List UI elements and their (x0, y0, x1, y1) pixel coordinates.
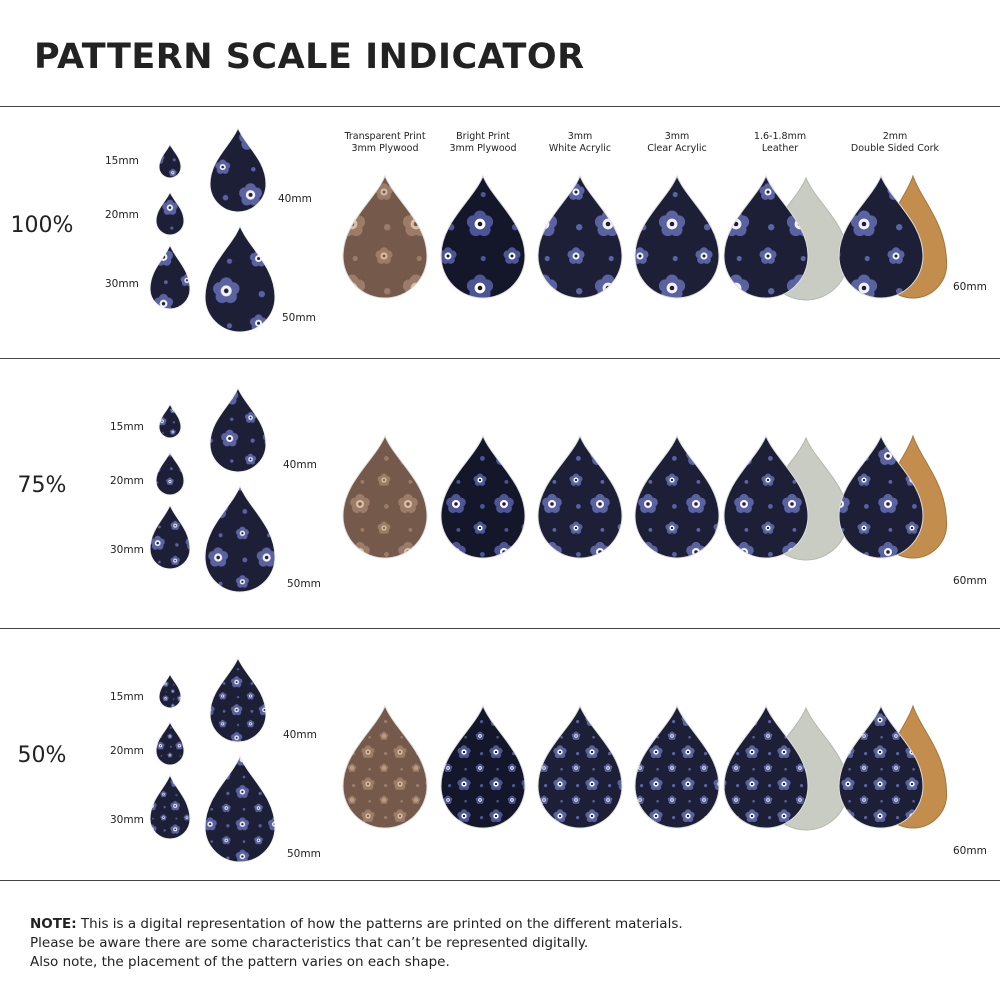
material-shape (537, 704, 623, 829)
sample-shape (149, 773, 191, 840)
material-shape (440, 434, 526, 559)
material-shape (723, 434, 809, 559)
material-shape (440, 704, 526, 829)
material-label: Bright Print (456, 131, 510, 142)
material-shape (537, 174, 623, 299)
material-shape (342, 174, 428, 299)
page-title: PATTERN SCALE INDICATOR (34, 37, 585, 77)
size-label: 30mm (110, 544, 144, 556)
material-label: 3mm (665, 131, 690, 142)
material-shape (723, 704, 809, 829)
material-shape (440, 174, 526, 299)
note-lead: NOTE: (30, 916, 77, 932)
note-line: NOTE: This is a digital representation o… (30, 916, 683, 932)
sample-shape (204, 484, 276, 593)
size-label: 40mm (283, 459, 317, 471)
material-label: White Acrylic (549, 143, 611, 154)
material-shape (838, 434, 924, 559)
material-shape (342, 434, 428, 559)
sample-shape (158, 672, 182, 709)
sample-shape (204, 224, 276, 333)
material-label: 2mm (883, 131, 908, 142)
material-label: Clear Acrylic (647, 143, 706, 154)
size-label: 40mm (278, 193, 312, 205)
material-shape (634, 434, 720, 559)
sample-shape (155, 190, 185, 236)
note-line: Also note, the placement of the pattern … (30, 954, 450, 970)
material-label: 3mm Plywood (450, 143, 517, 154)
scale-label: 50% (18, 743, 67, 768)
size-label: 50mm (282, 312, 316, 324)
material-shape (634, 174, 720, 299)
material-shape (838, 704, 924, 829)
size-label: 40mm (283, 729, 317, 741)
material-label: Double Sided Cork (851, 143, 940, 154)
material-label: 3mm Plywood (352, 143, 419, 154)
material-shape (723, 174, 809, 299)
material-shape (634, 704, 720, 829)
size-label: 60mm (953, 575, 987, 587)
sample-shape (149, 243, 191, 310)
note-text: This is a digital representation of how … (80, 916, 683, 932)
size-label: 15mm (105, 155, 139, 167)
material-shape (537, 434, 623, 559)
size-label: 20mm (110, 475, 144, 487)
material-label: 1.6-1.8mm (754, 131, 806, 142)
material-shape (838, 174, 924, 299)
sample-shape (149, 503, 191, 570)
sample-shape (204, 754, 276, 863)
sample-shape (209, 126, 267, 213)
size-label: 30mm (110, 814, 144, 826)
scale-label: 75% (18, 473, 67, 498)
material-label: Transparent Print (343, 131, 425, 142)
size-label: 20mm (110, 745, 144, 757)
size-label: 50mm (287, 578, 321, 590)
sample-shape (158, 402, 182, 439)
size-label: 15mm (110, 691, 144, 703)
size-label: 30mm (105, 278, 139, 290)
size-label: 20mm (105, 209, 139, 221)
scale-label: 100% (11, 213, 74, 238)
material-label: Leather (762, 143, 798, 154)
size-label: 15mm (110, 421, 144, 433)
sample-shape (155, 450, 185, 496)
sample-shape (158, 142, 182, 179)
size-label: 60mm (953, 281, 987, 293)
material-shape (342, 704, 428, 829)
sample-shape (209, 386, 267, 473)
size-label: 50mm (287, 848, 321, 860)
note-line: Please be aware there are some character… (30, 935, 588, 951)
sample-shape (209, 656, 267, 743)
size-label: 60mm (953, 845, 987, 857)
sample-shape (155, 720, 185, 766)
material-label: 3mm (568, 131, 593, 142)
